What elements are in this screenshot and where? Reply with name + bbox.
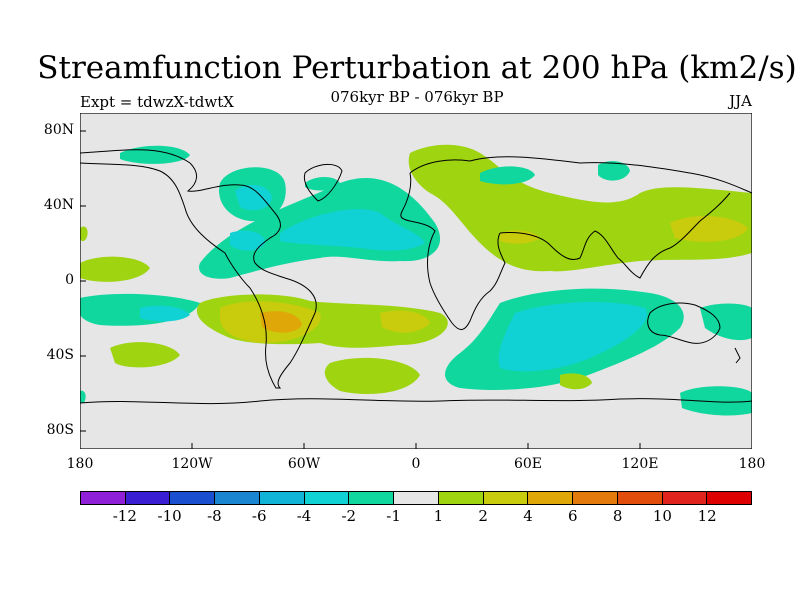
colorbar-label: 10 (652, 507, 672, 525)
season-label: JJA (729, 92, 752, 110)
colorbar-label: -12 (112, 507, 137, 525)
colorbar-label: 12 (697, 507, 717, 525)
chart-title: Streamfunction Perturbation at 200 hPa (… (37, 50, 797, 86)
x-tick-label: 60W (287, 456, 321, 472)
colorbar-label: -1 (386, 507, 401, 525)
colorbar-label: -2 (341, 507, 357, 525)
experiment-label: Expt = tdwzX-tdwtX (80, 93, 234, 111)
y-tick-label: 40S (46, 347, 74, 363)
colorbar (80, 491, 752, 505)
chart-subtitle: 076kyr BP - 076kyr BP (330, 88, 504, 106)
y-tick-label: 40N (43, 197, 74, 213)
colorbar-swatch (483, 492, 529, 504)
colorbar-label: 1 (433, 507, 444, 525)
x-tick-label: 120E (621, 456, 659, 472)
colorbar-swatch (394, 492, 439, 504)
colorbar-swatch (528, 492, 574, 504)
x-tick-label: 180 (738, 456, 766, 472)
colorbar-swatch (662, 492, 708, 504)
colorbar-swatch (259, 492, 305, 504)
colorbar-swatch (304, 492, 350, 504)
x-tick-label: 180 (66, 456, 94, 472)
colorbar-swatch (349, 492, 395, 504)
colorbar-label: 4 (523, 507, 533, 525)
colorbar-swatch (81, 492, 126, 504)
colorbar-label: -10 (157, 507, 182, 525)
colorbar-label: 6 (568, 507, 578, 525)
colorbar-swatch (125, 492, 171, 504)
colorbar-swatch (707, 492, 752, 504)
colorbar-label: 2 (478, 507, 488, 525)
coastlines (80, 149, 752, 405)
colorbar-swatch (617, 492, 663, 504)
colorbar-label: -4 (296, 507, 312, 525)
x-tick-label: 60E (513, 456, 543, 472)
colorbar-label: -8 (207, 507, 222, 525)
y-tick-label: 80N (43, 122, 74, 138)
colorbar-label: -6 (251, 507, 267, 525)
colorbar-swatch (170, 492, 216, 504)
x-tick-label: 0 (411, 456, 421, 472)
axis-ticks (80, 130, 641, 449)
y-tick-label: 0 (65, 272, 74, 288)
map-plot (80, 113, 752, 449)
y-tick-label: 80S (46, 422, 74, 438)
colorbar-swatch (215, 492, 260, 504)
colorbar-swatch (573, 492, 618, 504)
x-tick-label: 120W (171, 456, 213, 472)
contour-fills (80, 144, 752, 416)
colorbar-swatch (438, 492, 484, 504)
colorbar-label: 8 (612, 507, 623, 525)
